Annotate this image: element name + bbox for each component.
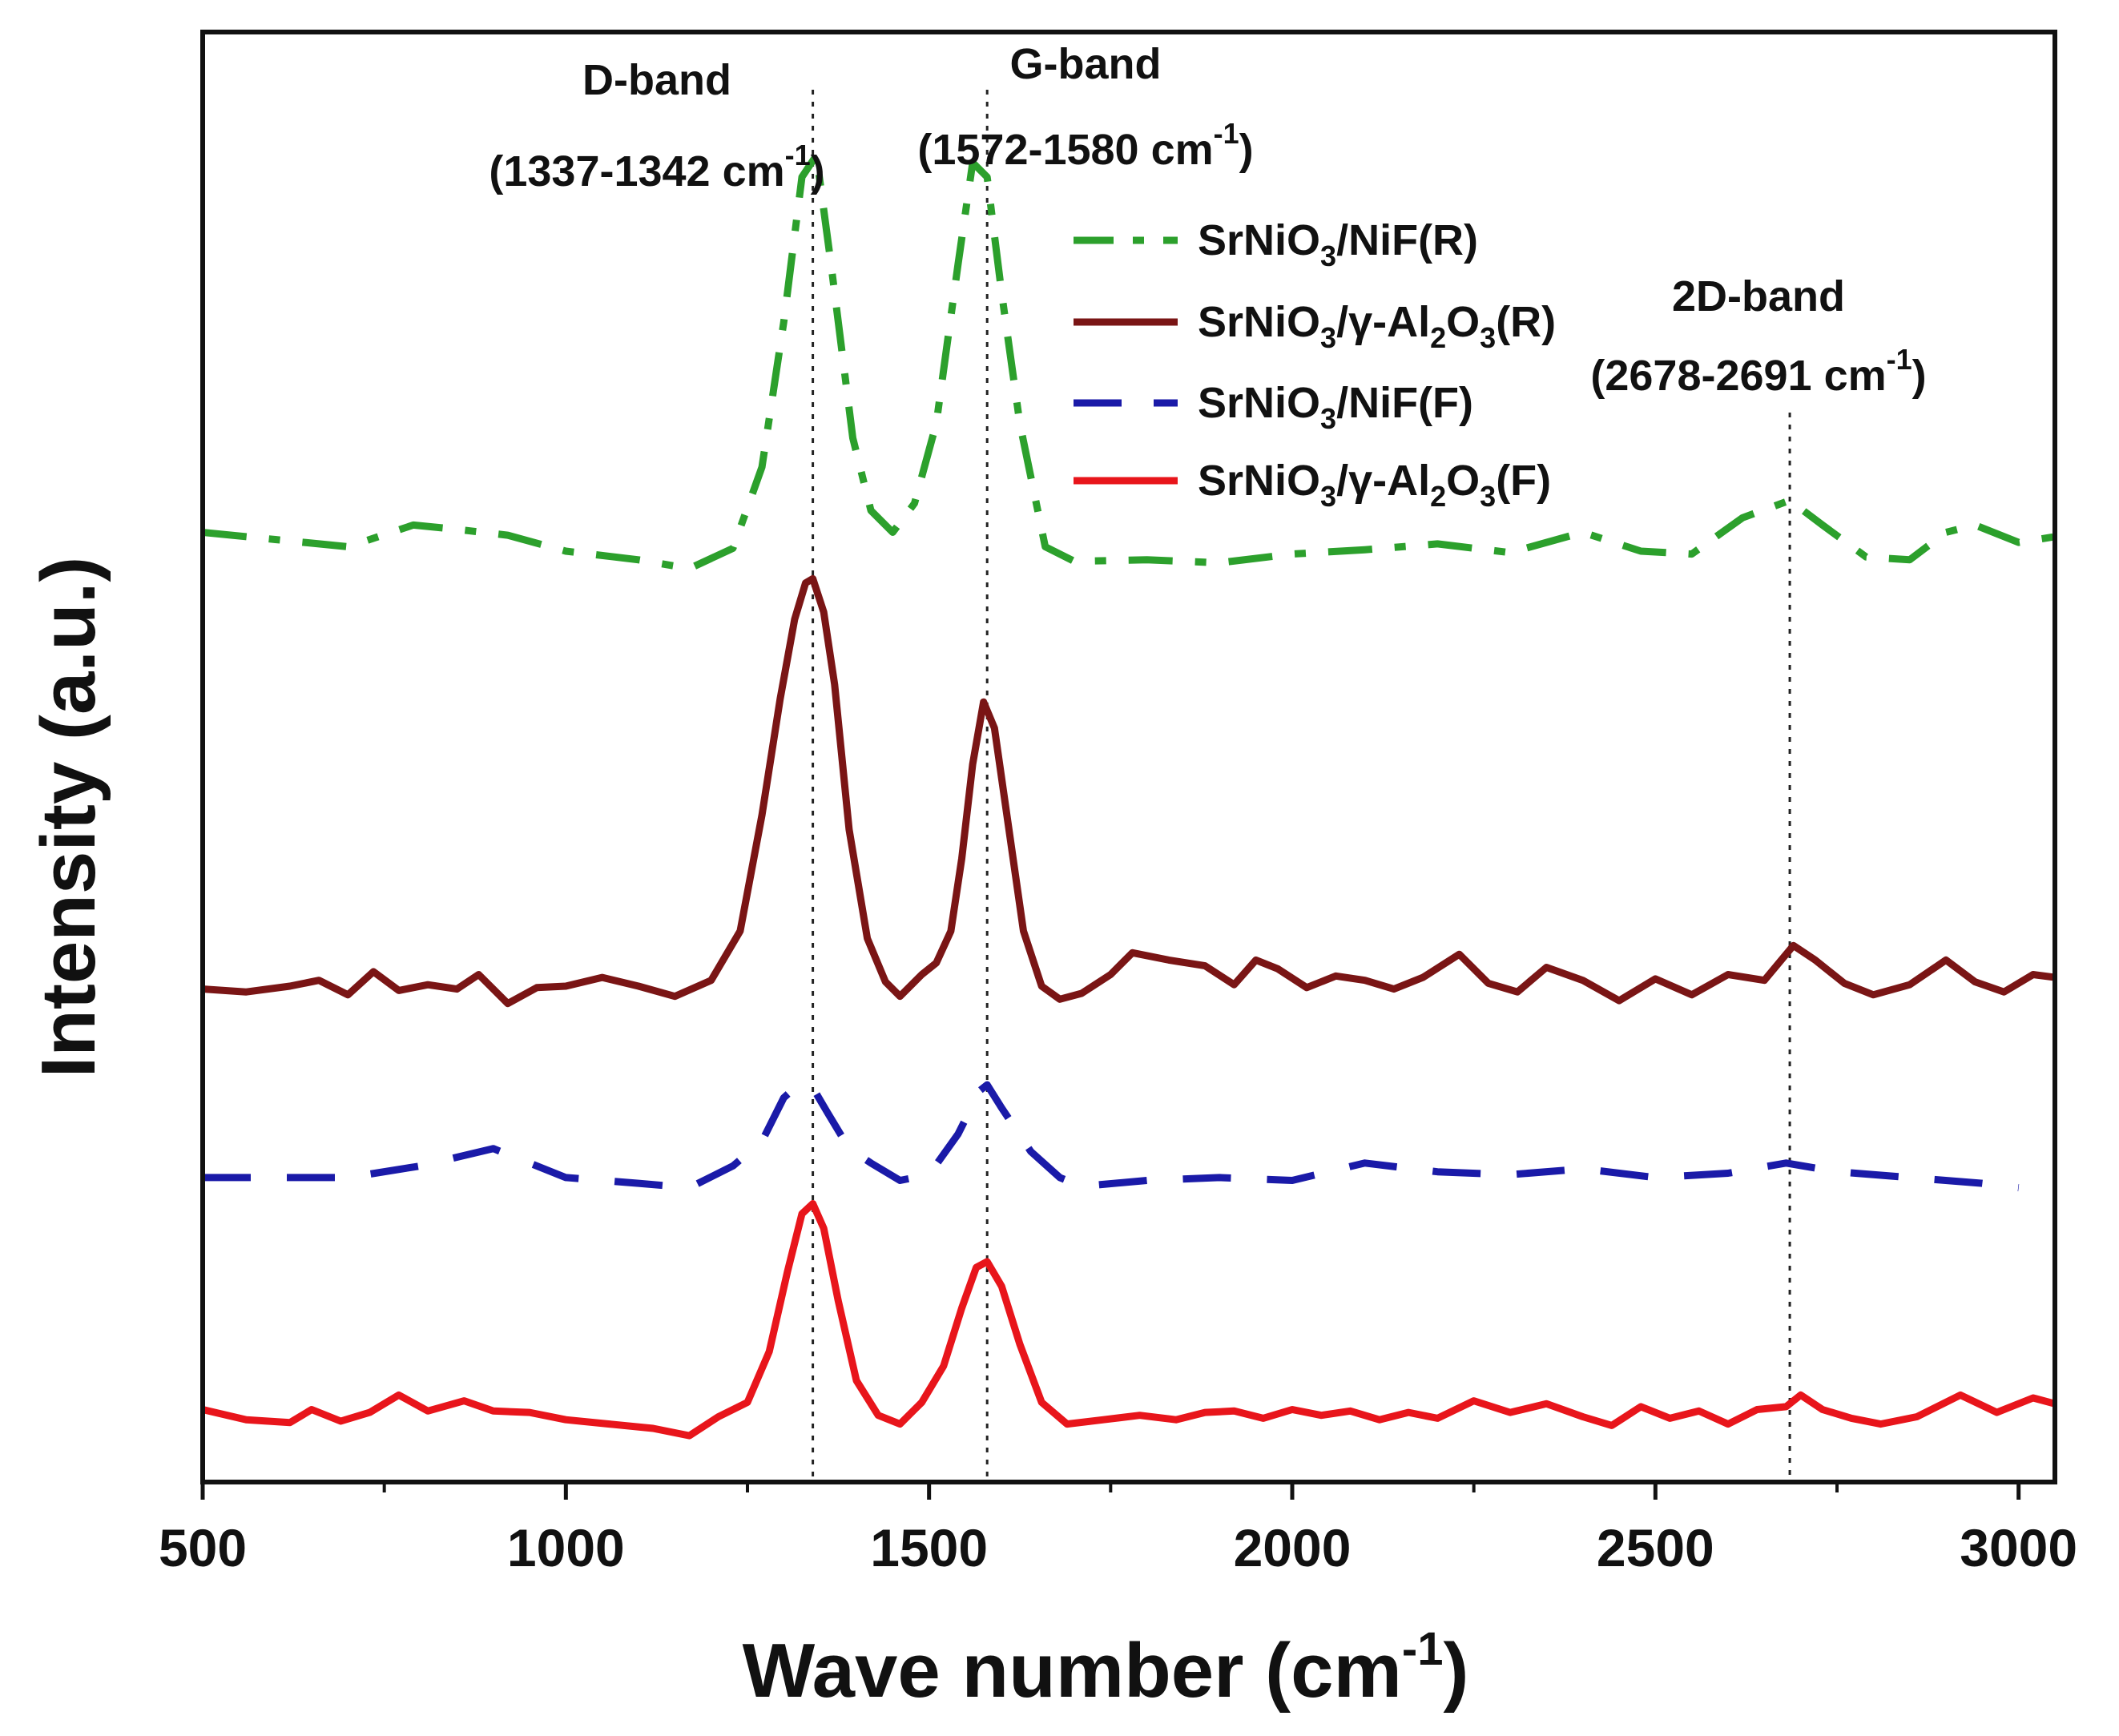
x-tick-label: 500: [159, 1518, 247, 1577]
legend-entry-3: SrNiO3/γ-Al2O3(F): [1198, 457, 1551, 513]
x-tick-label: 2500: [1597, 1518, 1714, 1577]
x-axis-label: Wave number (cm-1): [743, 1623, 1469, 1714]
g-band-range: (1572-1580 cm-1): [917, 117, 1253, 174]
plot-frame: [200, 30, 2057, 1484]
x-tick-label: 1000: [507, 1518, 625, 1577]
series-line-1: [203, 574, 2055, 1008]
d-band-label: D-band: [582, 56, 731, 104]
x-tick-label: 1500: [870, 1518, 988, 1577]
series-line-2: [203, 1081, 2020, 1192]
x-tick-label: 2000: [1234, 1518, 1352, 1577]
legend-entry-0: SrNiO3/NiF(R): [1198, 216, 1478, 272]
x-axis-label-main: Wave number (cm: [743, 1628, 1402, 1714]
series-line-0: [203, 151, 2055, 573]
series-line-3: [203, 1200, 2055, 1440]
y-axis-label: Intensity (a.u.): [26, 557, 111, 1078]
x-axis-label-sup: -1: [1402, 1623, 1444, 1675]
2d-band-label: 2D-band: [1672, 272, 1845, 320]
g-band-label: G-band: [1010, 40, 1162, 88]
x-tick-label: 3000: [1960, 1518, 2077, 1577]
legend-entry-2: SrNiO3/NiF(F): [1198, 379, 1473, 435]
legend-entry-1: SrNiO3/γ-Al2O3(R): [1198, 298, 1556, 354]
d-band-range: (1337-1342 cm-1): [489, 139, 824, 195]
x-axis-label-close: ): [1443, 1628, 1468, 1714]
2d-band-range: (2678-2691 cm-1): [1590, 343, 1926, 400]
